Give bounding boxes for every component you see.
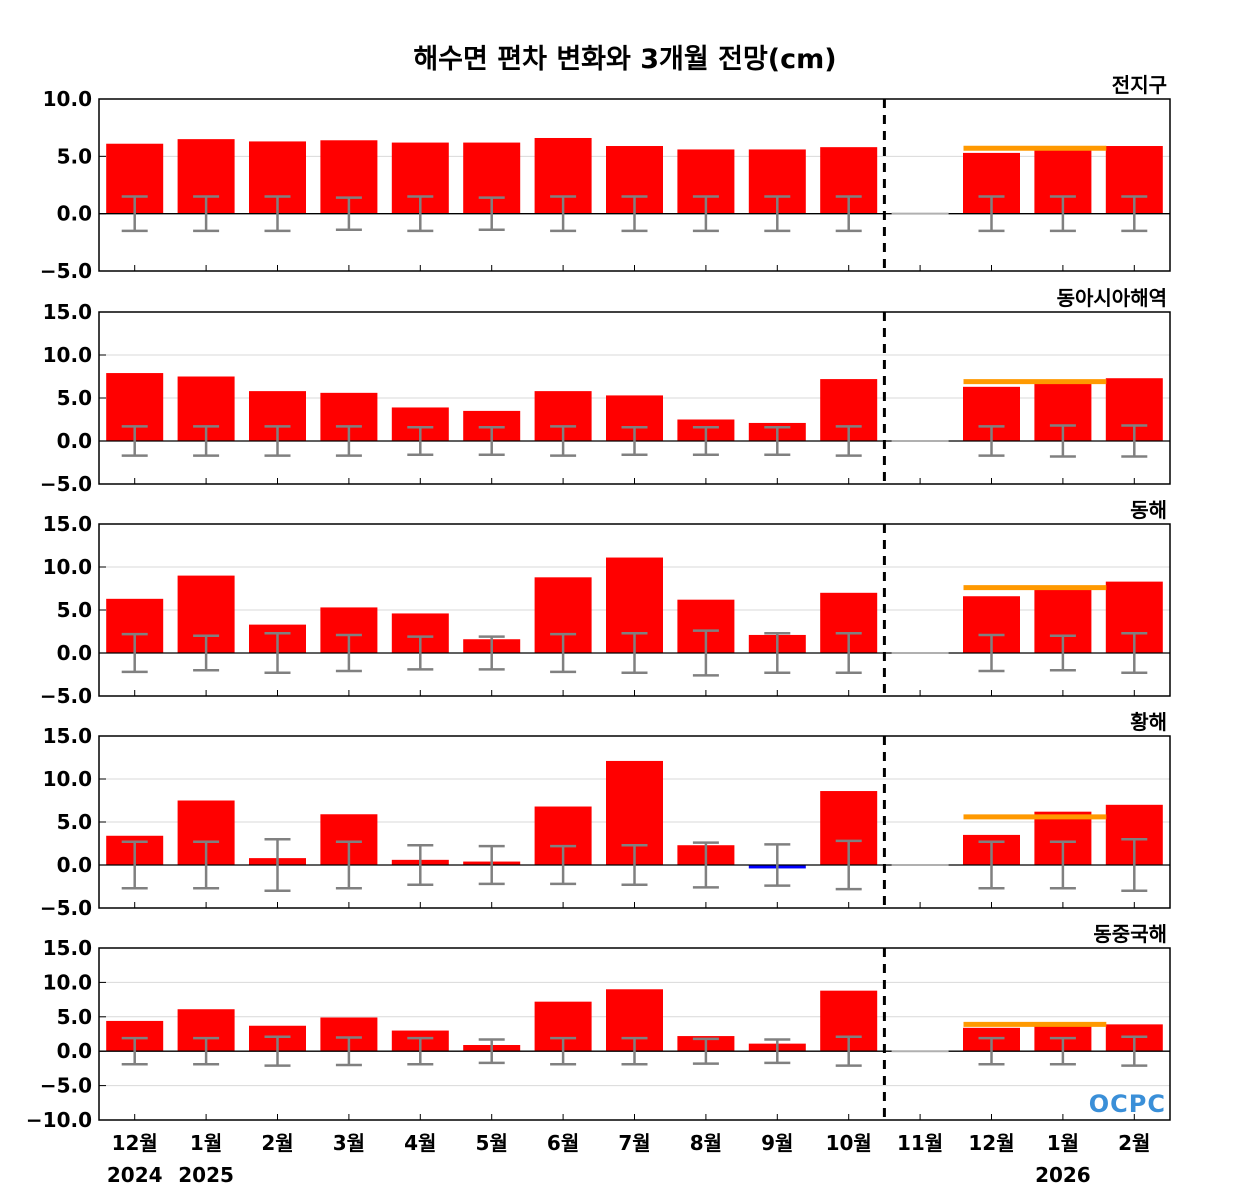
y-tick-label: 0.0 bbox=[57, 641, 92, 665]
region-label: 동중국해 bbox=[1093, 922, 1167, 946]
panel-frame bbox=[98, 523, 1171, 697]
y-tick-label: 5.0 bbox=[57, 144, 92, 168]
y-tick-label: 10.0 bbox=[43, 767, 92, 791]
panel-frame bbox=[98, 947, 1171, 1121]
y-tick-label: 5.0 bbox=[57, 1005, 92, 1029]
y-tick-label: 0.0 bbox=[57, 202, 92, 226]
panel-frame bbox=[98, 98, 1171, 272]
y-tick-label: 10.0 bbox=[43, 555, 92, 579]
y-tick-label: 5.0 bbox=[57, 386, 92, 410]
x-tick-label: 8월 bbox=[690, 1131, 722, 1155]
region-label: 전지구 bbox=[1112, 73, 1167, 97]
y-tick-label: −5.0 bbox=[40, 896, 92, 920]
y-tick-label: 15.0 bbox=[43, 724, 92, 748]
panel-1: 10.0 5.0 0.0 −5.0 전지구 bbox=[40, 73, 1171, 283]
y-tick-label: −5.0 bbox=[40, 1074, 92, 1098]
x-tick-label: 4월 bbox=[404, 1131, 436, 1155]
x-tick-label: 2월 bbox=[1118, 1131, 1150, 1155]
region-label: 황해 bbox=[1130, 710, 1167, 734]
x-tick-label: 7월 bbox=[618, 1131, 650, 1155]
ocpc-logo: OCPC bbox=[1089, 1090, 1166, 1118]
y-tick-label: 15.0 bbox=[43, 512, 92, 536]
y-tick-label: 10.0 bbox=[43, 87, 92, 111]
chart-title: 해수면 편차 변화와 3개월 전망(cm) bbox=[413, 44, 836, 75]
y-tick-label: 0.0 bbox=[57, 853, 92, 877]
y-tick-label: 15.0 bbox=[43, 300, 92, 324]
y-tick-label: 5.0 bbox=[57, 810, 92, 834]
x-tick-label: 5월 bbox=[476, 1131, 508, 1155]
panels: 10.0 5.0 0.0 −5.0 전지구 15.0 10.0 5.0 0.0 −5.0 동아시아해… bbox=[26, 73, 1171, 1132]
x-tick-label: 10월 bbox=[826, 1131, 872, 1155]
y-tick-label: 0.0 bbox=[57, 429, 92, 453]
x-axis: 12월 1월 2월 3월 4월 5월 6월 7월 8월 9월 10월 11월 12월 1월 2월 2024 20… bbox=[107, 1131, 1151, 1187]
year-label: 2026 bbox=[1035, 1163, 1091, 1187]
x-tick-label: 2월 bbox=[261, 1131, 293, 1155]
panel-2: 15.0 10.0 5.0 0.0 −5.0 동아시아해역 bbox=[40, 286, 1171, 496]
panel-3: 15.0 10.0 5.0 0.0 −5.0 동해 bbox=[40, 498, 1171, 708]
y-tick-label: 15.0 bbox=[43, 936, 92, 960]
y-tick-label: −10.0 bbox=[26, 1108, 92, 1132]
x-tick-label: 9월 bbox=[761, 1131, 793, 1155]
y-tick-label: 10.0 bbox=[43, 343, 92, 367]
year-label: 2024 bbox=[107, 1163, 163, 1187]
x-tick-label: 1월 bbox=[190, 1131, 222, 1155]
x-tick-label: 1월 bbox=[1047, 1131, 1079, 1155]
region-label: 동해 bbox=[1130, 498, 1167, 522]
y-tick-label: −5.0 bbox=[40, 684, 92, 708]
x-tick-label: 11월 bbox=[897, 1131, 943, 1155]
y-tick-label: 5.0 bbox=[57, 598, 92, 622]
x-tick-label: 12월 bbox=[968, 1131, 1014, 1155]
x-tick-label: 12월 bbox=[112, 1131, 158, 1155]
x-tick-label: 3월 bbox=[333, 1131, 365, 1155]
y-tick-label: −5.0 bbox=[40, 259, 92, 283]
region-label: 동아시아해역 bbox=[1057, 286, 1167, 310]
x-tick-label: 6월 bbox=[547, 1131, 579, 1155]
panel-5: 15.0 10.0 5.0 0.0 −5.0 −10.0 동중국해 bbox=[26, 922, 1171, 1132]
y-tick-label: 10.0 bbox=[43, 970, 92, 994]
y-tick-label: 0.0 bbox=[57, 1039, 92, 1063]
year-label: 2025 bbox=[178, 1163, 234, 1187]
panel-frame bbox=[98, 735, 1171, 909]
panel-4: 15.0 10.0 5.0 0.0 −5.0 황해 bbox=[40, 710, 1171, 920]
panel-frame bbox=[98, 311, 1171, 485]
y-tick-label: −5.0 bbox=[40, 472, 92, 496]
